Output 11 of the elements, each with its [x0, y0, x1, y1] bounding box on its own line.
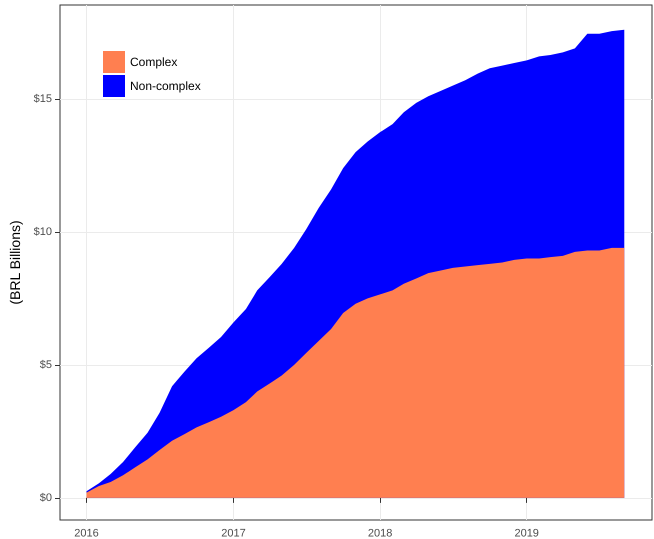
x-tick-label: 2018 — [368, 528, 392, 539]
x-tick-label: 2017 — [221, 528, 246, 539]
x-tick-label: 2019 — [514, 528, 539, 539]
y-tick-label: $15 — [34, 92, 52, 105]
legend-label: Non-complex — [130, 79, 201, 93]
y-tick-label: $0 — [40, 492, 52, 504]
y-tick-label: $10 — [34, 226, 52, 238]
x-tick-label: 2016 — [74, 528, 99, 539]
y-axis-title: (BRL Billions) — [7, 220, 23, 305]
y-tick-label: $5 — [40, 358, 52, 371]
legend-label: Complex — [130, 55, 178, 69]
